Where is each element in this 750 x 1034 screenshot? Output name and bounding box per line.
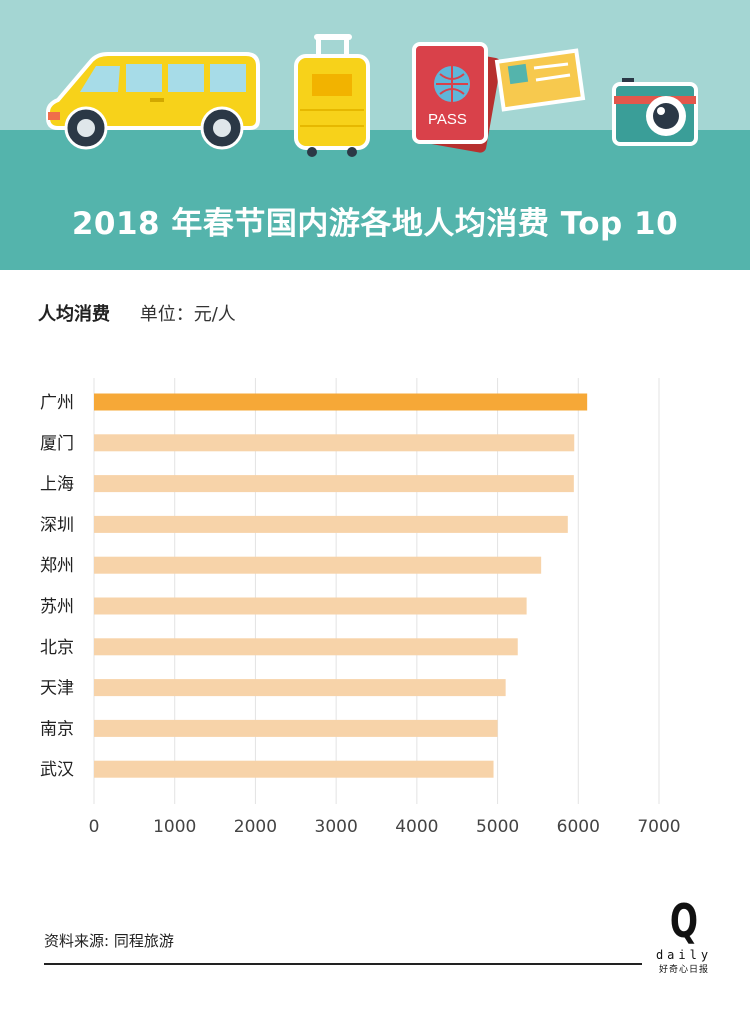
category-label: 武汉 (40, 760, 74, 780)
measure-label: 人均消费 (38, 304, 110, 325)
logo-word: daily (655, 948, 713, 962)
source-note: 资料来源: 同程旅游 (44, 932, 174, 950)
x-tick-label: 6000 (557, 817, 600, 837)
x-tick-label: 5000 (476, 817, 519, 837)
bar (94, 638, 518, 656)
bar (94, 719, 498, 737)
category-label: 厦门 (40, 434, 74, 454)
suitcase-icon (294, 34, 370, 157)
x-tick-label: 1000 (153, 817, 196, 837)
header-banner: PASS 2018 年春节国内游各地人均消费 Top 10 (0, 0, 750, 270)
bar (94, 434, 575, 452)
van-icon (46, 52, 260, 150)
passport-icon: PASS (412, 42, 501, 153)
bar (94, 679, 506, 697)
category-label: 上海 (40, 475, 74, 495)
x-tick-label: 7000 (637, 817, 680, 837)
svg-text:PASS: PASS (428, 111, 467, 128)
x-axis-ticks: 0 1000 2000 3000 4000 5000 6000 7000 (89, 817, 681, 837)
subheader: 人均消费 单位：元/人 (38, 300, 236, 326)
footer-divider (44, 963, 642, 965)
ticket-icon (494, 48, 586, 112)
x-tick-label: 0 (89, 817, 100, 837)
x-tick-label: 3000 (315, 817, 358, 837)
bar (94, 515, 568, 533)
category-label: 苏州 (40, 597, 74, 617)
category-label: 广州 (40, 393, 74, 413)
logo-letter: Q (669, 894, 699, 948)
category-label: 南京 (40, 719, 74, 739)
bar (94, 597, 527, 615)
x-tick-label: 2000 (234, 817, 277, 837)
unit-label: 单位：元/人 (139, 304, 236, 325)
qdaily-logo: Q daily 好奇心日报 (654, 898, 714, 975)
bars (94, 393, 588, 778)
category-label: 北京 (40, 638, 74, 658)
logo-subtitle: 好奇心日报 (658, 965, 709, 975)
x-tick-label: 4000 (395, 817, 438, 837)
bar (94, 556, 542, 574)
bar (94, 393, 588, 411)
travel-illustration: PASS (46, 34, 698, 157)
chart-title: 2018 年春节国内游各地人均消费 Top 10 (71, 206, 679, 242)
category-label: 天津 (40, 679, 74, 699)
bar (94, 760, 494, 778)
camera-icon (612, 78, 698, 146)
category-label: 深圳 (40, 515, 74, 535)
category-label: 郑州 (40, 556, 74, 576)
bar (94, 475, 574, 493)
